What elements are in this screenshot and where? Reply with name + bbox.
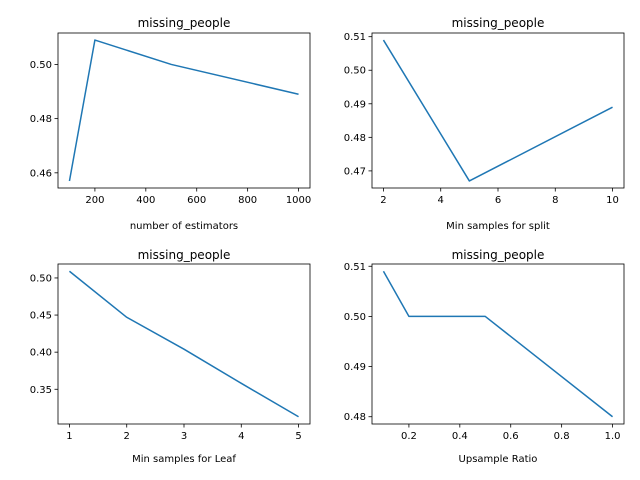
x-tick-label: 600	[187, 195, 206, 206]
plot-title: missing_people	[138, 248, 231, 262]
x-tick-label: 0.2	[401, 431, 417, 442]
series-layer	[68, 39, 299, 182]
x-tick-label: 0.4	[452, 431, 468, 442]
ticks: 2 4 6 8 10 0.47 0.48 0.49 0.50 0.51	[344, 32, 619, 206]
x-axis-label: number of estimators	[130, 221, 238, 232]
plot-title: missing_people	[452, 248, 545, 262]
y-tick-label: 0.45	[30, 311, 52, 322]
x-tick-label: 8	[552, 195, 558, 206]
subplot-estimators: missing_people 200 400 600 800 1000 0.46 0.48 0…	[30, 16, 312, 232]
y-tick-label: 0.50	[344, 312, 366, 323]
y-tick-label: 0.50	[30, 273, 52, 284]
y-tick-label: 0.50	[344, 66, 366, 77]
y-tick-label: 0.48	[30, 114, 52, 125]
x-tick-label: 4	[238, 431, 244, 442]
x-tick-label: 1.0	[605, 431, 621, 442]
series-line	[382, 39, 613, 182]
x-axis-label: Min samples for split	[446, 221, 550, 232]
x-axis-label: Upsample Ratio	[459, 454, 538, 465]
subplot-min-samples-leaf: missing_people 1 2 3 4 5 0.35 0.40 0.45 0.50 Min…	[30, 248, 311, 465]
x-tick-label: 1	[66, 431, 72, 442]
ticks: 0.2 0.4 0.6 0.8 1.0 0.48 0.49 0.50 0.51	[344, 262, 621, 442]
series-line	[68, 39, 299, 182]
y-tick-label: 0.40	[30, 348, 52, 359]
y-tick-label: 0.47	[344, 166, 366, 177]
y-tick-label: 0.51	[344, 262, 366, 273]
y-tick-label: 0.46	[30, 168, 52, 179]
x-tick-label: 400	[136, 195, 155, 206]
series-layer	[68, 270, 299, 418]
subplot-upsample-ratio: missing_people 0.2 0.4 0.6 0.8 1.00.480.490.…	[344, 248, 625, 465]
axes-frame	[57, 32, 311, 189]
x-tick-label: 5	[295, 431, 301, 442]
y-tick-label: 0.51	[344, 32, 366, 43]
x-tick-label: 10	[606, 195, 619, 206]
x-tick-label: 3	[181, 431, 187, 442]
ticks: 1 2 3 4 5 0.35 0.40 0.45 0.50	[30, 273, 302, 442]
axes-frame	[371, 32, 625, 189]
y-tick-label: 0.48	[344, 412, 366, 423]
ticks: 200 400 600 800 1000 0.46 0.48 0.50	[30, 60, 312, 206]
x-tick-label: 2	[380, 195, 386, 206]
x-tick-label: 1000	[286, 195, 311, 206]
x-tick-label: 0.8	[554, 431, 570, 442]
x-axis-label: Min samples for Leaf	[132, 454, 236, 465]
series-layer	[382, 39, 613, 182]
axes-frame	[57, 263, 311, 425]
y-tick-label: 0.48	[344, 133, 366, 144]
series-line	[382, 270, 614, 418]
y-tick-label: 0.49	[344, 362, 366, 373]
x-tick-label: 6	[495, 195, 501, 206]
plot-title: missing_people	[138, 16, 231, 30]
plot-title: missing_people	[452, 16, 545, 30]
y-tick-label: 0.50	[30, 60, 52, 71]
x-tick-label: 2	[124, 431, 130, 442]
x-tick-label: 4	[438, 195, 444, 206]
x-tick-label: 200	[85, 195, 104, 206]
y-tick-label: 0.49	[344, 99, 366, 110]
subplot-min-samples-split: missing_people 2 4 6 8 10 0.47 0.48 0.49 0.50 0.5…	[344, 16, 625, 232]
y-tick-label: 0.35	[30, 385, 52, 396]
series-line	[68, 270, 299, 418]
axes-frame	[371, 263, 625, 425]
x-tick-label: 800	[238, 195, 257, 206]
x-tick-label: 0.6	[503, 431, 519, 442]
series-layer	[382, 270, 614, 418]
